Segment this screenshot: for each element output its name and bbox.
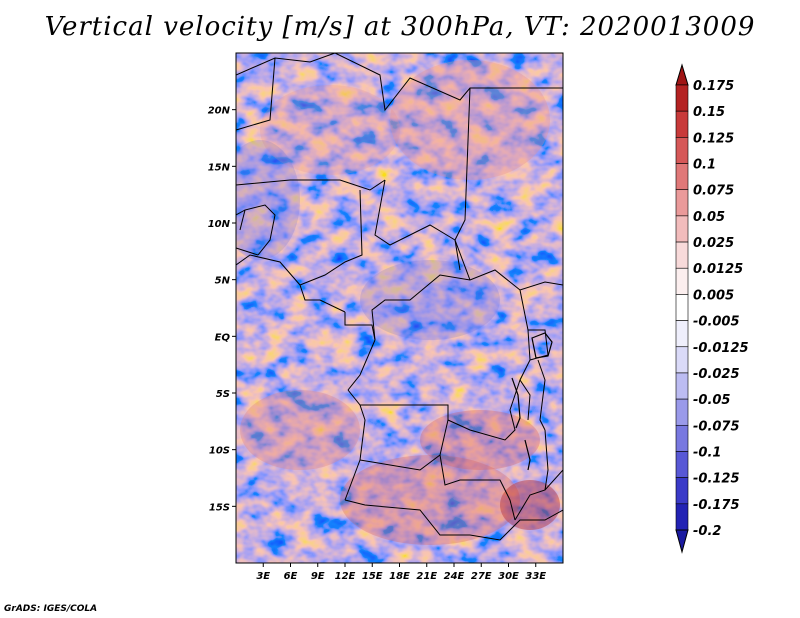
colorbar-swatch [675,294,689,321]
colorbar-swatch [675,346,689,374]
lakes [511,332,553,471]
lon-tick-label: 27E [471,571,492,582]
colorbar-swatch [675,477,689,505]
colorbar-swatch [675,241,689,269]
country-boundaries [236,53,563,541]
lat-tick-label: 15N [208,162,231,173]
colorbar-level-label: -0.005 [693,315,740,330]
velocity-field [236,53,563,563]
colorbar-level-label: -0.05 [693,393,730,408]
colorbar-level-label: 0.005 [693,288,734,303]
lon-tick-label: 24E [444,571,465,582]
colorbar-level-label: -0.2 [693,524,721,539]
colorbar-swatch [675,503,689,531]
colorbar-swatch [675,424,689,452]
lat-tick-label: 10N [208,219,231,230]
lat-tick-label: 5N [215,276,231,287]
colorbar-swatch [675,372,689,400]
lon-tick-label: 9E [311,571,325,582]
colorbar-level-label: 0.025 [693,236,734,251]
colorbar-level-label: 0.15 [693,105,725,120]
colorbar-swatch [675,267,689,295]
colorbar-swatch [675,189,689,217]
colorbar-swatch [675,451,689,478]
colorbar-level-label: -0.125 [693,472,740,487]
colorbar-swatch [675,84,689,112]
lat-tick-label: 10S [209,446,230,457]
lat-tick-label: 20N [208,106,231,117]
colorbar-top-arrow [675,63,689,86]
colorbar: 0.175 0.15 0.125 0.1 0.075 0.05 0.025 0.0125 0.0… [675,63,749,554]
colorbar-level-label: 0.075 [693,184,734,199]
colorbar-level-label: 0.0125 [693,262,743,277]
lon-tick-label: 6E [284,571,298,582]
credit-text: GrADS: IGES/COLA [4,604,98,614]
colorbar-level-label: 0.175 [693,79,734,94]
colorbar-level-label: 0.1 [693,158,716,173]
colorbar-swatch [675,320,689,348]
colorbar-level-label: -0.0125 [693,341,749,356]
colorbar-level-label: 0.05 [693,210,725,225]
colorbar-swatch [675,398,689,426]
lon-tick-label: 3E [256,571,270,582]
lon-tick-label: 18E [389,571,410,582]
colorbar-swatch [675,215,689,243]
plot-title: Vertical velocity [m/s] at 300hPa, VT: 2… [44,12,756,42]
latitude-axis: 20N 15N 10N 5N EQ 5S 10S 15S [208,106,236,513]
lat-tick-label: EQ [215,332,231,343]
colorbar-level-label: -0.175 [693,498,740,513]
lon-tick-label: 21E [416,571,437,582]
colorbar-level-label: -0.075 [693,419,740,434]
lat-tick-label: 5S [216,389,230,400]
lon-tick-label: 15E [362,571,383,582]
lon-tick-label: 12E [335,571,356,582]
colorbar-level-label: 0.125 [693,131,734,146]
colorbar-level-label: -0.1 [693,445,721,460]
colorbar-swatch [675,163,689,191]
lat-tick-label: 15S [209,502,230,513]
lon-tick-label: 33E [525,571,546,582]
colorbar-swatch [675,137,689,164]
colorbar-level-label: -0.025 [693,367,740,382]
lon-tick-label: 30E [498,571,519,582]
colorbar-swatch [675,110,689,138]
colorbar-bottom-arrow [675,529,689,554]
longitude-axis: 3E 6E 9E 12E 15E 18E 21E 24E 27E 30E 33E [256,563,546,582]
